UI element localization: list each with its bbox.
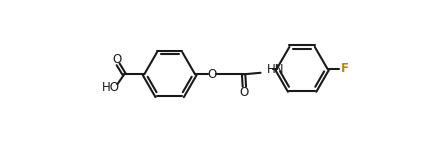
Text: O: O xyxy=(113,53,122,66)
Text: HO: HO xyxy=(101,81,119,94)
Text: O: O xyxy=(240,85,249,99)
Text: F: F xyxy=(341,63,349,76)
Text: O: O xyxy=(207,68,217,81)
Text: HN: HN xyxy=(267,63,284,76)
